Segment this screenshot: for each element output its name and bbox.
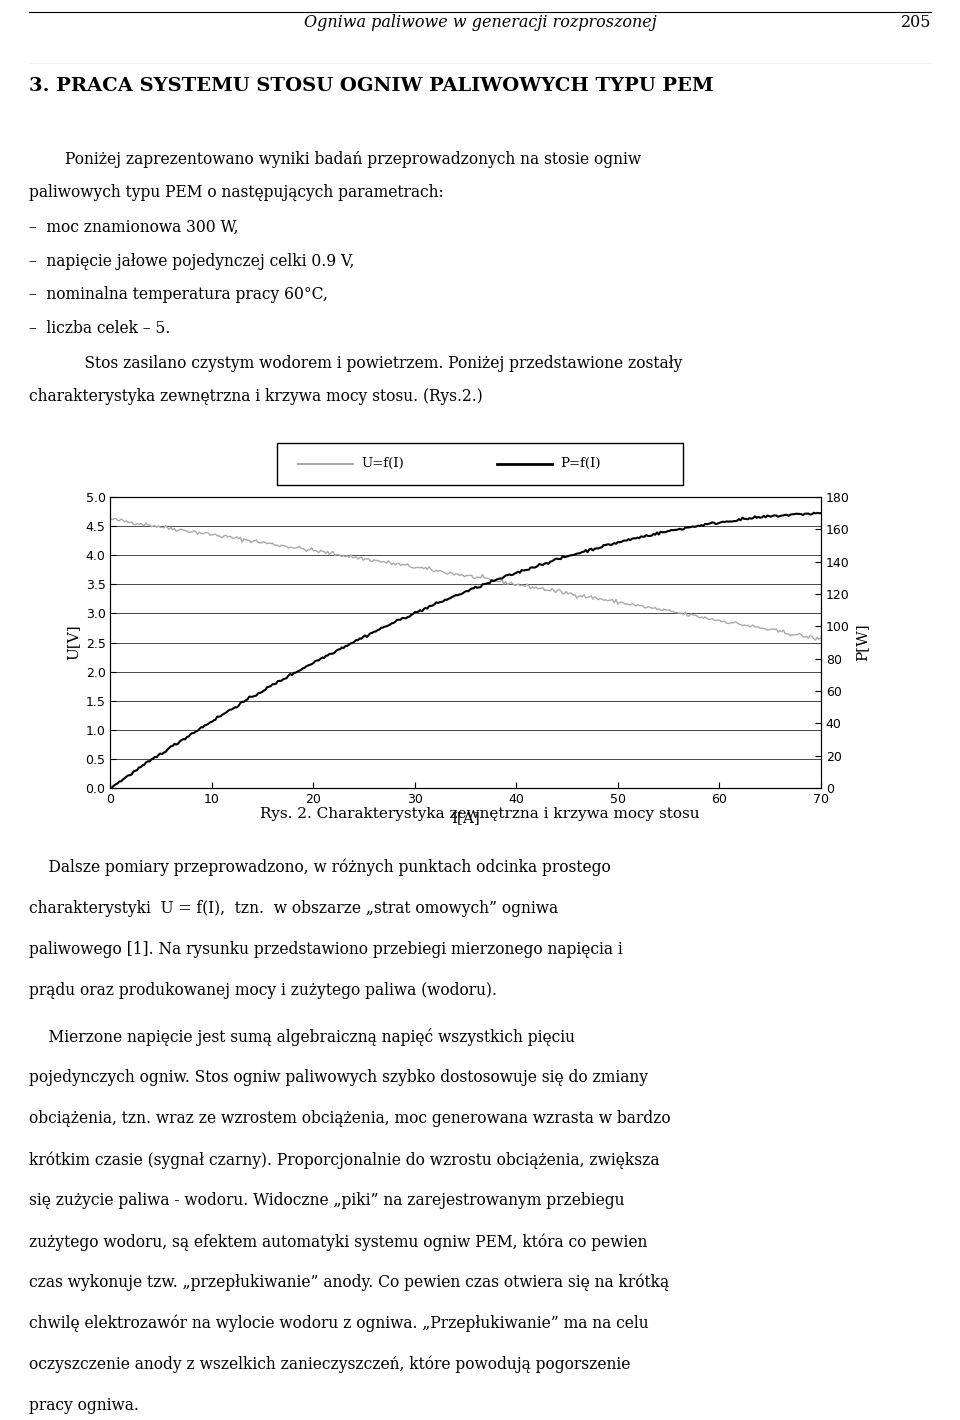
- Text: U=f(I): U=f(I): [362, 457, 404, 470]
- Text: Mierzone napięcie jest sumą algebraiczną napięć wszystkich pięciu: Mierzone napięcie jest sumą algebraiczną…: [29, 1028, 575, 1047]
- Text: charakterystyki  U = f(I),  tzn.  w obszarze „strat omowych” ogniwa: charakterystyki U = f(I), tzn. w obszarz…: [29, 900, 558, 917]
- Text: 3. PRACA SYSTEMU STOSU OGNIW PALIWOWYCH TYPU PEM: 3. PRACA SYSTEMU STOSU OGNIW PALIWOWYCH …: [29, 77, 713, 95]
- Y-axis label: U[V]: U[V]: [66, 625, 80, 660]
- Text: chwilę elektrozawór na wylocie wodoru z ogniwa. „Przepłukiwanie” ma na celu: chwilę elektrozawór na wylocie wodoru z …: [29, 1315, 648, 1332]
- Text: paliwowych typu PEM o następujących parametrach:: paliwowych typu PEM o następujących para…: [29, 185, 444, 202]
- Text: obciążenia, tzn. wraz ze wzrostem obciążenia, moc generowana wzrasta w bardzo: obciążenia, tzn. wraz ze wzrostem obciąż…: [29, 1110, 670, 1127]
- Text: pojedynczych ogniw. Stos ogniw paliwowych szybko dostosowuje się do zmiany: pojedynczych ogniw. Stos ogniw paliwowyc…: [29, 1069, 648, 1086]
- Text: Rys. 2. Charakterystyka zewnętrzna i krzywa mocy stosu: Rys. 2. Charakterystyka zewnętrzna i krz…: [260, 808, 700, 821]
- Text: czas wykonuje tzw. „przepłukiwanie” anody. Co pewien czas otwiera się na krótką: czas wykonuje tzw. „przepłukiwanie” anod…: [29, 1274, 669, 1291]
- Text: Poniżej zaprezentowano wyniki badań przeprowadzonych na stosie ogniw: Poniżej zaprezentowano wyniki badań prze…: [65, 151, 641, 168]
- Text: Dalsze pomiary przeprowadzono, w różnych punktach odcinka prostego: Dalsze pomiary przeprowadzono, w różnych…: [29, 859, 611, 876]
- Text: krótkim czasie (sygnał czarny). Proporcjonalnie do wzrostu obciążenia, zwiększa: krótkim czasie (sygnał czarny). Proporcj…: [29, 1152, 660, 1169]
- Text: –  liczba celek – 5.: – liczba celek – 5.: [29, 320, 170, 337]
- Text: –  moc znamionowa 300 W,: – moc znamionowa 300 W,: [29, 219, 238, 236]
- Text: się zużycie paliwa - wodoru. Widoczne „piki” na zarejestrowanym przebiegu: się zużycie paliwa - wodoru. Widoczne „p…: [29, 1193, 624, 1208]
- X-axis label: I[A]: I[A]: [451, 811, 480, 825]
- Text: P=f(I): P=f(I): [561, 457, 601, 470]
- Text: paliwowego [1]. Na rysunku przedstawiono przebiegi mierzonego napięcia i: paliwowego [1]. Na rysunku przedstawiono…: [29, 941, 622, 958]
- Text: –  nominalna temperatura pracy 60°C,: – nominalna temperatura pracy 60°C,: [29, 285, 327, 302]
- Text: Ogniwa paliwowe w generacji rozproszonej: Ogniwa paliwowe w generacji rozproszonej: [303, 14, 657, 31]
- Text: oczyszczenie anody z wszelkich zanieczyszczeń, które powodują pogorszenie: oczyszczenie anody z wszelkich zanieczys…: [29, 1356, 630, 1373]
- Text: 205: 205: [900, 14, 931, 31]
- Text: zużytego wodoru, są efektem automatyki systemu ogniw PEM, która co pewien: zużytego wodoru, są efektem automatyki s…: [29, 1233, 647, 1251]
- Text: charakterystyka zewnętrzna i krzywa mocy stosu. (Rys.2.): charakterystyka zewnętrzna i krzywa mocy…: [29, 388, 483, 405]
- Text: prądu oraz produkowanej mocy i zużytego paliwa (wodoru).: prądu oraz produkowanej mocy i zużytego …: [29, 981, 497, 998]
- Y-axis label: P[W]: P[W]: [855, 623, 869, 662]
- Text: –  napięcie jałowe pojedynczej celki 0.9 V,: – napięcie jałowe pojedynczej celki 0.9 …: [29, 253, 354, 270]
- Text: Stos zasilano czystym wodorem i powietrzem. Poniżej przedstawione zostały: Stos zasilano czystym wodorem i powietrz…: [65, 355, 683, 372]
- Text: pracy ogniwa.: pracy ogniwa.: [29, 1397, 138, 1414]
